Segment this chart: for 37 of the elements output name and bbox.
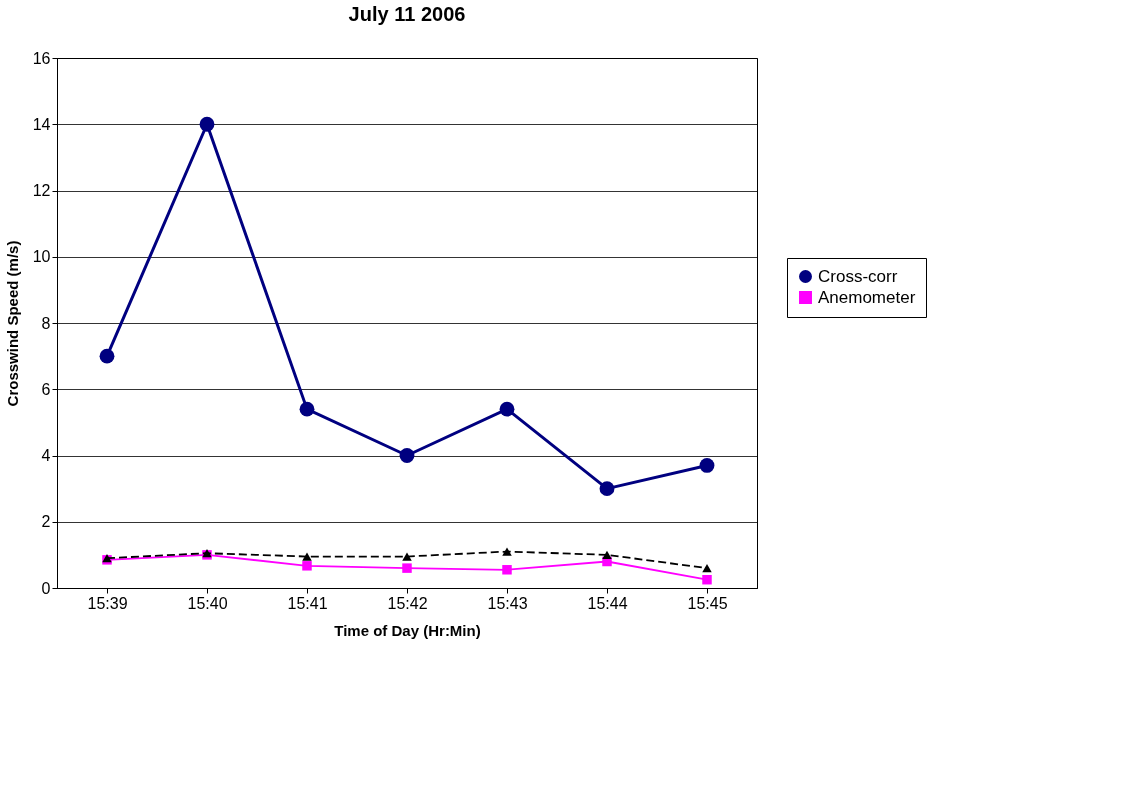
y-tick-label: 2 — [41, 513, 51, 531]
y-tick-label: 14 — [32, 115, 51, 133]
y-tick-label: 4 — [41, 447, 51, 464]
x-tick-label: 15:41 — [287, 594, 328, 612]
point — [402, 563, 412, 573]
x-tick-label: 15:42 — [387, 594, 428, 612]
point — [499, 401, 515, 417]
x-tick-label: 15:43 — [487, 594, 528, 612]
point — [402, 552, 412, 561]
point — [99, 348, 115, 364]
point — [602, 550, 612, 559]
point — [702, 574, 712, 585]
y-tick-label: 6 — [41, 380, 51, 398]
y-tick-label: 10 — [32, 248, 51, 266]
y-tick-label: 12 — [32, 182, 51, 199]
y-tick-label: 16 — [32, 49, 51, 67]
point — [299, 401, 315, 417]
x-tick-label: 15:44 — [587, 594, 628, 612]
point — [702, 564, 712, 573]
chart-title: July 11 2006 — [348, 3, 466, 25]
point — [302, 552, 312, 561]
point — [199, 116, 215, 132]
legend-label: Cross-corr — [818, 266, 898, 286]
x-tick-label: 15:40 — [187, 594, 228, 612]
x-tick-label: 15:45 — [687, 594, 728, 612]
legend-label: Anemometer — [818, 287, 916, 307]
x-tick-label: 15:39 — [87, 594, 128, 612]
y-axis-title: Crosswind Speed (m/s) — [3, 240, 21, 407]
point — [502, 547, 512, 556]
point — [699, 458, 715, 473]
point — [399, 448, 415, 463]
x-axis-title: Time of Day (Hr:Min) — [334, 621, 481, 639]
y-tick-label: 0 — [41, 579, 51, 597]
point — [502, 565, 512, 575]
point — [599, 481, 615, 497]
y-tick-label: 8 — [41, 314, 51, 332]
point — [302, 561, 312, 571]
